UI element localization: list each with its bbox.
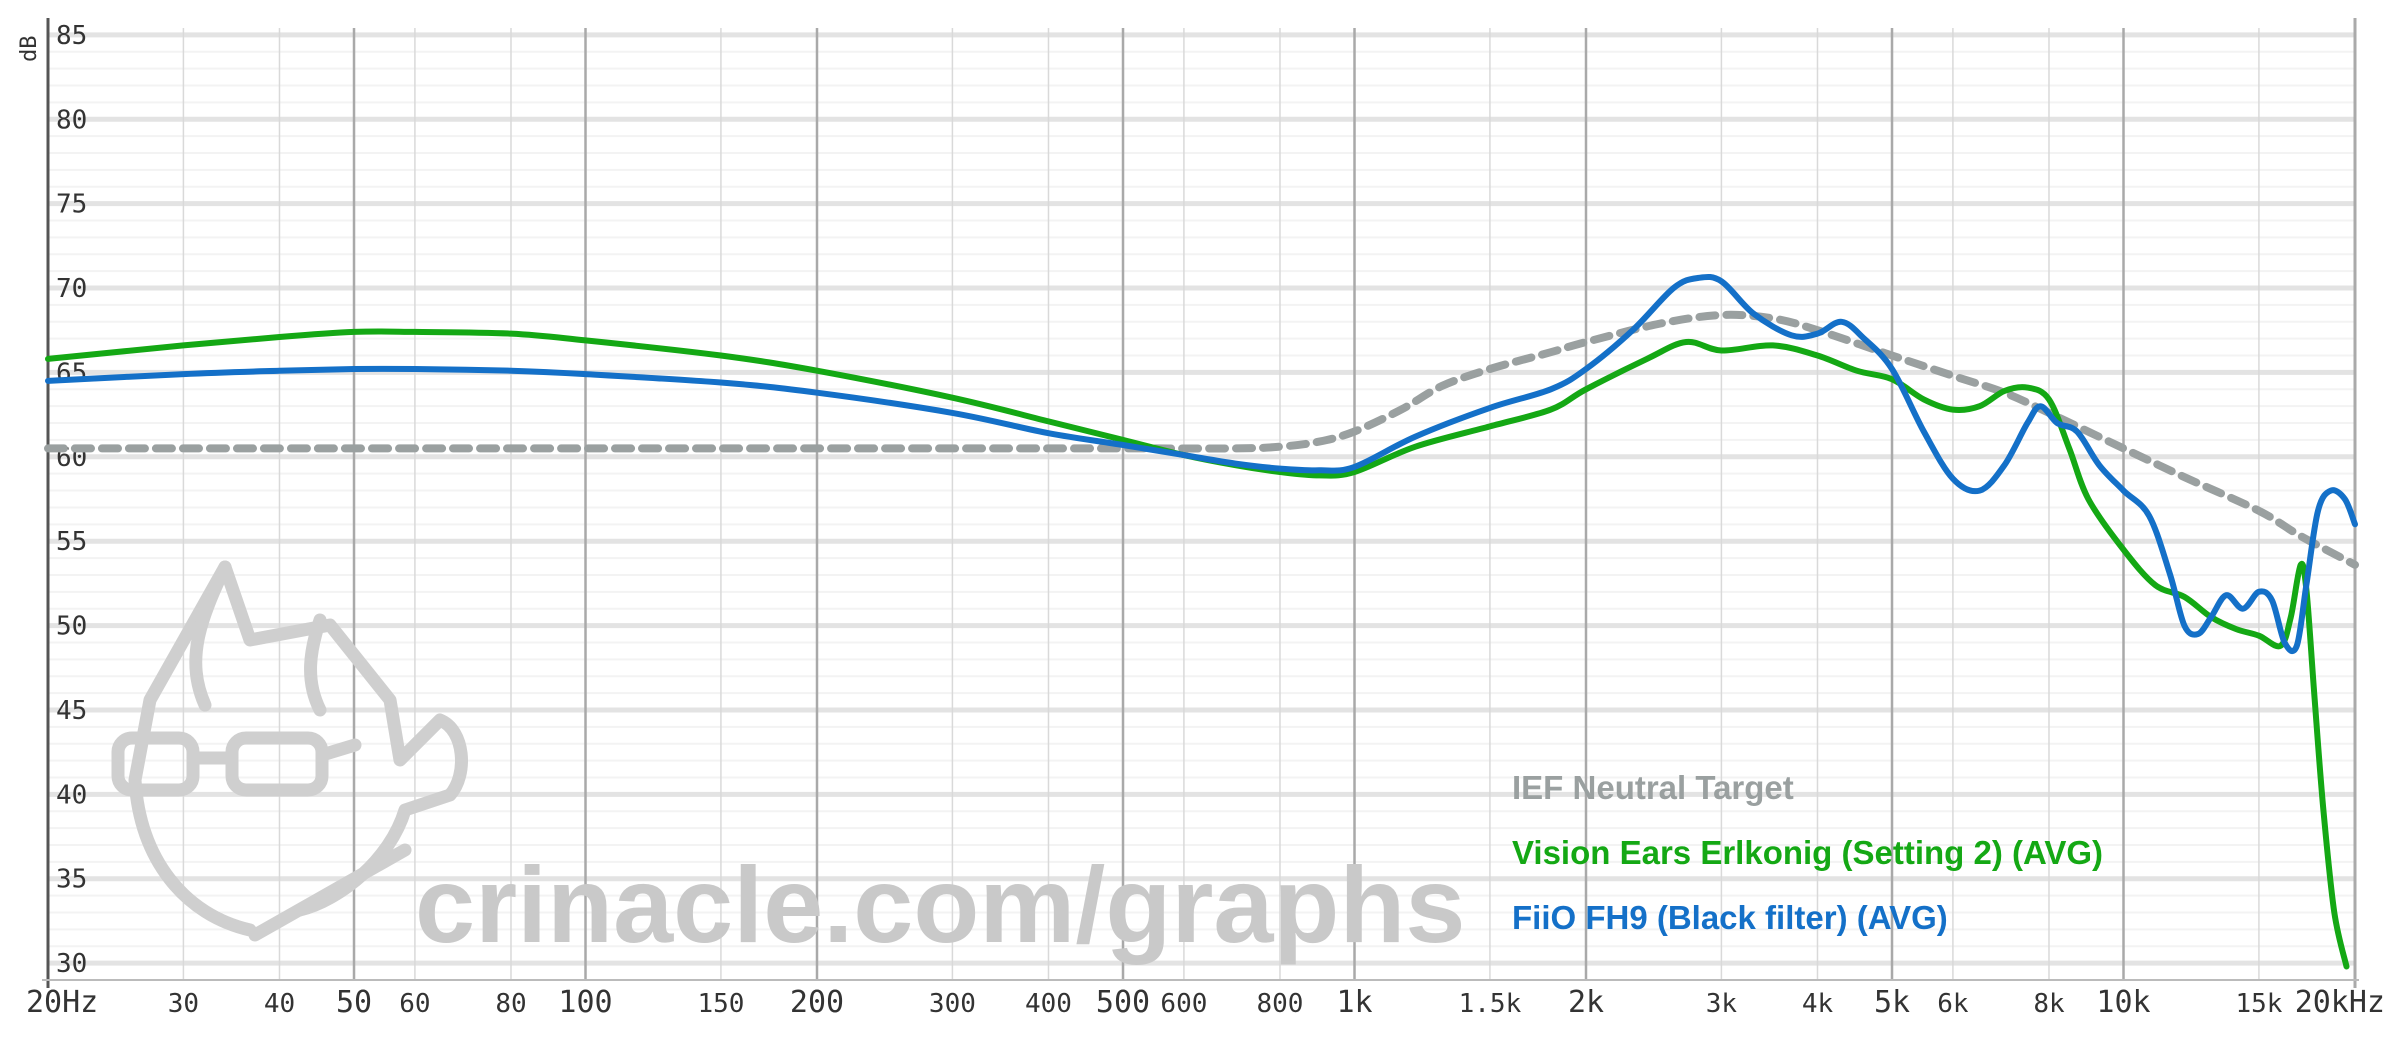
x-tick-label: 20Hz [26,985,98,1020]
y-tick-label: 50 [56,612,87,642]
x-tick-label: 800 [1256,989,1303,1019]
x-tick-label: 1.5k [1459,989,1522,1019]
x-tick-label: 300 [929,989,976,1019]
x-tick-label: 15k [2235,989,2282,1019]
x-tick-label: 3k [1706,989,1738,1019]
legend-entry-fh9: FiiO FH9 (Black filter) (AVG) [1512,899,1948,936]
x-tick-label: 2k [1568,985,1604,1020]
legend-entry-erlkonig: Vision Ears Erlkonig (Setting 2) (AVG) [1512,834,2103,871]
x-tick-label: 600 [1160,989,1207,1019]
x-tick-label: 40 [264,989,295,1019]
x-tick-label: 150 [697,989,744,1019]
y-axis-unit: dB [17,36,42,63]
series-lines [44,273,2359,970]
x-tick-label: 6k [1937,989,1969,1019]
y-tick-label: 35 [56,865,87,895]
x-tick-label: 10k [2096,985,2150,1020]
grid [42,18,2359,988]
x-tick-label: 400 [1025,989,1072,1019]
y-tick-label: 55 [56,527,87,557]
legend: IEF Neutral Target Vision Ears Erlkonig … [1512,769,2103,936]
x-tick-label: 4k [1802,989,1834,1019]
series-line-target [44,310,2359,569]
x-axis-labels: 20Hz 30 40 50 60 80 100 150 200 300 400 500 600 800 1k… [26,985,2385,1020]
x-tick-label: 80 [495,989,526,1019]
x-tick-label: 8k [2033,989,2065,1019]
legend-entry-target: IEF Neutral Target [1512,769,1794,806]
y-tick-label: 80 [56,105,87,135]
y-tick-label: 30 [56,949,87,979]
y-tick-label: 85 [56,21,87,51]
y-tick-label: 75 [56,190,87,220]
y-tick-label: 65 [56,358,87,388]
x-tick-label: 60 [399,989,430,1019]
x-tick-label: 200 [790,985,844,1020]
x-tick-label: 30 [168,989,199,1019]
y-tick-label: 70 [56,274,87,304]
series-line-fh9 [45,273,2358,655]
x-tick-label: 50 [336,985,372,1020]
y-tick-label: 45 [56,696,87,726]
x-tick-label: 1k [1336,985,1372,1020]
x-tick-label: 500 [1096,985,1150,1020]
mascot-watermark-icon [111,560,468,942]
x-tick-label: 20kHz [2295,985,2385,1020]
x-tick-label: 100 [558,985,612,1020]
watermark-text: crinacle.com/graphs [415,844,1465,965]
x-tick-label: 5k [1874,985,1910,1020]
y-tick-label: 40 [56,780,87,810]
series-line-erlkonig [45,328,2350,970]
